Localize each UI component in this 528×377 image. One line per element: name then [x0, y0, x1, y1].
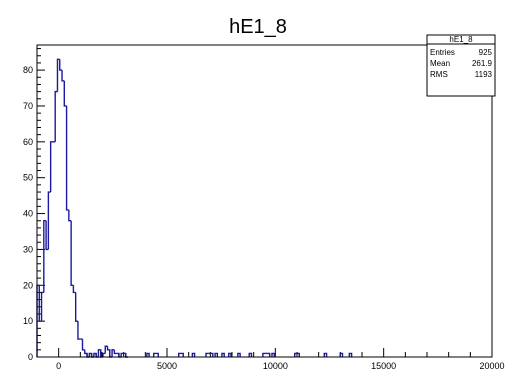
y-tick-label: 60 — [23, 137, 33, 147]
x-tick-label: 10000 — [263, 361, 288, 371]
chart-title: hE1_8 — [229, 16, 287, 38]
histogram-bin — [56, 58, 60, 92]
histogram-bin — [81, 339, 85, 351]
histogram-bin — [65, 105, 69, 211]
histogram-bin — [214, 352, 219, 357]
stats-rms-value: 1193 — [475, 70, 493, 79]
histogram-bin — [178, 352, 181, 357]
x-tick-label: 5000 — [157, 361, 177, 371]
y-tick-label: 30 — [23, 244, 33, 254]
histogram-bin — [43, 220, 47, 293]
stats-rms-label: RMS — [430, 70, 448, 79]
histogram-bin — [297, 352, 300, 357]
stats-box-frame — [426, 34, 496, 97]
histogram-bin — [70, 220, 74, 286]
histogram-bin — [49, 141, 53, 193]
histogram-bin — [54, 90, 58, 142]
x-tick-label: 20000 — [479, 361, 504, 371]
stats-entries-value: 925 — [479, 48, 493, 57]
histogram-bin — [180, 352, 184, 357]
histogram-bin — [61, 70, 65, 82]
histogram-bin — [38, 285, 42, 322]
y-tick-label: 20 — [23, 280, 33, 290]
histogram-bin — [47, 191, 51, 250]
histogram-bin — [323, 352, 328, 357]
stats-box-title: hE1_8 — [449, 35, 473, 44]
y-tick-label: 40 — [23, 209, 33, 219]
histogram-bin — [59, 59, 63, 71]
histogram-bin — [146, 352, 150, 357]
histogram-bin — [210, 352, 214, 357]
histogram-bin — [205, 352, 209, 357]
histogram-bin — [271, 352, 275, 357]
y-tick-label: 10 — [23, 316, 33, 326]
stats-mean-value: 261.9 — [472, 59, 493, 68]
histogram-bin — [120, 352, 124, 357]
histogram-bin — [102, 352, 106, 357]
stats-box: hE1_8 Entries 925 Mean 261.9 RMS 1193 — [426, 34, 496, 97]
y-tick-label: 80 — [23, 65, 33, 75]
stats-mean-label: Mean — [430, 59, 450, 68]
histogram-bin — [77, 321, 81, 340]
histogram-bin — [111, 349, 115, 357]
histogram-bin — [125, 353, 128, 358]
histogram-bin — [40, 291, 44, 322]
histogram-bin — [191, 352, 196, 357]
histogram-bin — [72, 285, 76, 294]
histogram-bin — [74, 292, 78, 322]
histogram-bin — [68, 209, 72, 222]
stats-entries-label: Entries — [430, 48, 455, 57]
histogram-bin — [294, 352, 297, 357]
x-tick-label: 0 — [56, 361, 61, 371]
histogram-bin — [113, 349, 117, 355]
histogram-bin — [262, 352, 266, 357]
histogram-bin — [248, 352, 253, 357]
histogram-bin — [237, 352, 241, 357]
histogram-bin — [228, 352, 232, 357]
histogram-bin — [348, 352, 353, 357]
histogram-bin — [155, 352, 159, 357]
histogram-bin — [267, 352, 271, 357]
y-tick-label: 0 — [28, 352, 33, 362]
histogram-bin — [221, 352, 225, 357]
histogram-bin — [104, 345, 108, 354]
x-tick-label: 15000 — [371, 361, 396, 371]
y-tick-label: 70 — [23, 101, 33, 111]
histogram-bin — [152, 352, 156, 357]
histogram-bin — [339, 352, 344, 357]
plot-frame — [36, 44, 493, 358]
y-tick-label: 50 — [23, 173, 33, 183]
histogram-bin — [45, 220, 49, 251]
histogram-bin — [63, 80, 67, 107]
